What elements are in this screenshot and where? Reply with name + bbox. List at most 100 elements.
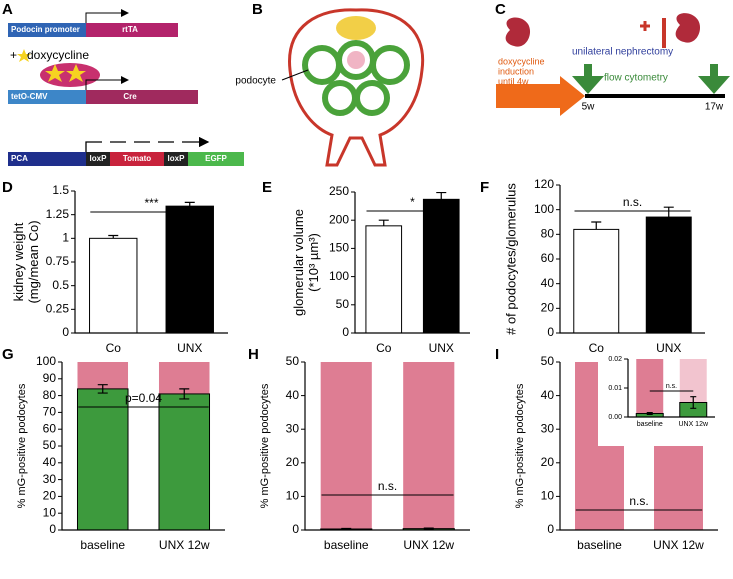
annotation: *** xyxy=(144,196,158,210)
y-tick-label: 0.01 xyxy=(608,385,622,392)
y-axis-label: % mG-positive podocytes xyxy=(16,383,28,508)
y-tick-label: 10 xyxy=(43,505,57,519)
y-axis-label: # of podocytes/glomerulus xyxy=(503,183,518,335)
y-tick-label: 0 xyxy=(547,325,554,339)
x-tick-label: baseline xyxy=(577,538,622,552)
y-tick-label: 0 xyxy=(342,325,349,339)
y-tick-label: 20 xyxy=(541,301,555,315)
error-bar xyxy=(184,201,195,207)
x-tick-label: UNX 12w xyxy=(653,538,704,552)
arrow xyxy=(85,142,208,152)
bar xyxy=(320,362,372,530)
green-arrow xyxy=(698,64,730,94)
chart: 0.00 0.01 0.02 baseline UNX 12w n.s. xyxy=(598,356,717,446)
bar xyxy=(636,359,664,417)
y-axis-label: kidney weight xyxy=(11,222,26,301)
drug: doxycycline xyxy=(27,48,89,62)
y-tick-label: 100 xyxy=(329,269,349,283)
egfp xyxy=(188,152,244,166)
y-tick-label: 30 xyxy=(286,421,300,435)
chart: 0 0.25 0.5 0.75 1 1.25 1.5 Co UNX kidney weight (m… xyxy=(11,183,228,355)
error-bar xyxy=(378,219,389,226)
chart: 0 10 20 30 40 50 60 70 80 90 100 baseline UNX 12w % m… xyxy=(16,354,225,552)
y-tick-label: 0.75 xyxy=(46,254,70,268)
promoter xyxy=(8,90,86,104)
error-bar xyxy=(663,206,674,218)
y-tick-label: 0 xyxy=(292,522,299,536)
bar xyxy=(403,362,455,530)
y-tick-label: 120 xyxy=(534,177,554,191)
panel-label: I xyxy=(495,346,499,363)
kidney xyxy=(675,13,701,43)
kidney xyxy=(505,17,531,47)
y-tick-label: 0.5 xyxy=(52,278,69,292)
y-tick-label: 150 xyxy=(329,241,349,255)
y-axis-label: glomerular volume xyxy=(291,209,306,316)
induction-text: until 4w xyxy=(498,76,529,86)
y-tick-label: 0 xyxy=(49,522,56,536)
timepoint: 17w xyxy=(705,102,724,113)
loxp xyxy=(86,152,110,166)
y-tick-label: 1.25 xyxy=(46,207,70,221)
surgery-text: unilateral nephrectomy xyxy=(572,47,673,58)
y-tick-label: 50 xyxy=(336,297,350,311)
bar xyxy=(165,205,214,333)
x-tick-label: UNX 12w xyxy=(678,421,709,428)
panel-label: E xyxy=(262,179,272,196)
annotation: n.s. xyxy=(666,383,677,390)
x-tick-label: baseline xyxy=(637,421,663,428)
x-tick-label: baseline xyxy=(80,538,125,552)
x-tick-label: UNX xyxy=(429,341,454,355)
vessel xyxy=(662,18,666,48)
error-bar xyxy=(436,191,447,200)
x-tick-label: UNX 12w xyxy=(159,538,210,552)
y-tick-label: 50 xyxy=(43,438,57,452)
glomerulus-diagram: podocyte xyxy=(235,8,425,167)
y-tick-label: 0 xyxy=(547,522,554,536)
y-tick-label: 20 xyxy=(541,455,555,469)
vessel xyxy=(336,16,376,40)
y-tick-label: 40 xyxy=(541,276,555,290)
error-bar xyxy=(97,384,108,394)
gene xyxy=(86,90,198,104)
panel-label: B xyxy=(252,1,263,18)
error-bar xyxy=(423,527,434,530)
x-tick-label: UNX xyxy=(656,341,681,355)
panel-labels: A B C D E F G H I xyxy=(2,1,506,363)
plus: + xyxy=(10,48,17,62)
tomato xyxy=(110,152,164,166)
gene xyxy=(86,23,178,37)
y-tick-label: 30 xyxy=(541,421,555,435)
bar xyxy=(76,388,129,530)
y-tick-label: 20 xyxy=(43,489,57,503)
y-tick-label: 100 xyxy=(534,202,554,216)
timeline-diagram: doxycycline induction until 4w unilatera… xyxy=(496,13,730,116)
x-tick-label: Co xyxy=(106,341,122,355)
cell xyxy=(347,51,365,69)
induction-text: doxycycline xyxy=(498,56,545,66)
error-bar xyxy=(341,527,352,531)
bar xyxy=(573,228,620,333)
bar xyxy=(365,225,403,333)
y-tick-label: 90 xyxy=(43,371,57,385)
construct-text: tetO-CMV xyxy=(11,92,48,101)
y-tick-label: 80 xyxy=(541,227,555,241)
assay-text: flow cytometry xyxy=(604,73,668,84)
y-tick-label: 40 xyxy=(43,455,57,469)
capillary xyxy=(302,45,342,85)
chart: 0 20 40 60 80 100 120 Co UNX # of podocytes/glome… xyxy=(503,177,705,355)
construct-text: EGFP xyxy=(205,154,227,163)
podocyte-label: podocyte xyxy=(235,76,276,87)
y-axis-label: (mg/mean Co) xyxy=(26,220,41,303)
y-tick-label: 1 xyxy=(62,231,69,245)
y-tick-label: 100 xyxy=(36,354,56,368)
construct-text: loxP xyxy=(90,154,108,163)
bar xyxy=(158,393,211,530)
y-axis-label: % mG-positive podocytes xyxy=(259,383,271,508)
panel-label: F xyxy=(480,179,489,196)
error-bar xyxy=(179,388,190,400)
error-bar xyxy=(690,396,697,409)
cross xyxy=(640,21,650,31)
capillary xyxy=(354,80,390,116)
